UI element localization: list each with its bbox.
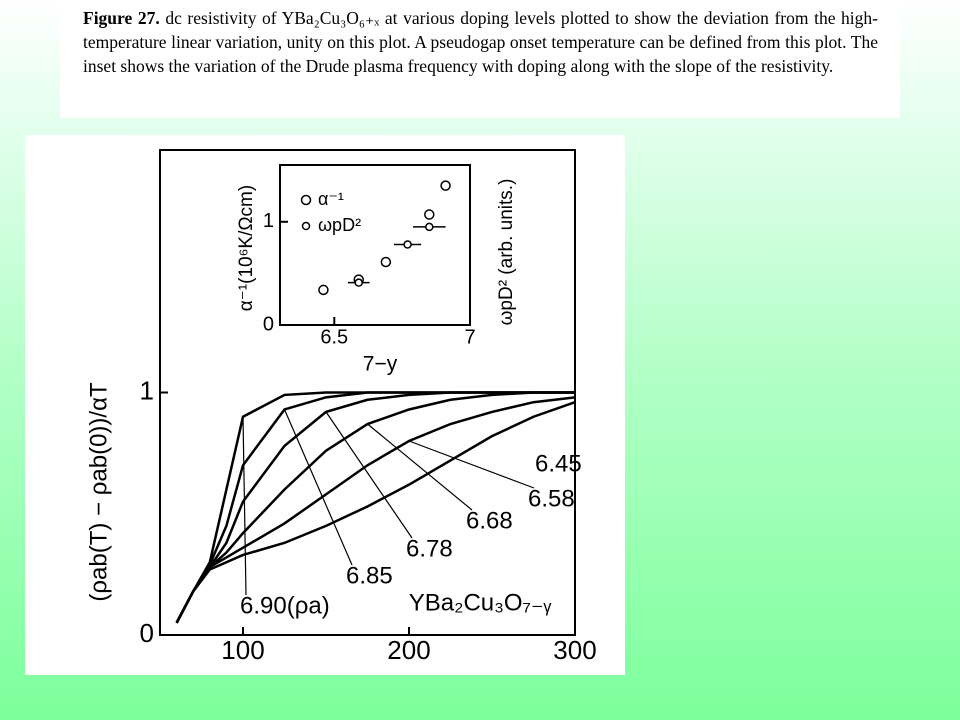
series-label: 6.78 bbox=[406, 535, 453, 562]
label-pointer bbox=[242, 416, 247, 596]
series-label: 6.58 bbox=[528, 485, 575, 512]
inset-y2-label: ωpD² (arb. units.) bbox=[496, 179, 517, 326]
series-label: 6.85 bbox=[346, 562, 393, 589]
x-tick-label: 300 bbox=[553, 635, 596, 665]
legend-label: ωpD² bbox=[318, 215, 361, 235]
y-tick-label: 0 bbox=[140, 618, 154, 648]
x-tick-label: 200 bbox=[387, 635, 430, 665]
point bbox=[425, 222, 434, 232]
label-pointer bbox=[283, 409, 353, 566]
legend-marker bbox=[301, 221, 311, 231]
inset-x-label: 7−y bbox=[363, 353, 398, 376]
y-axis-label: (ρab(T) − ρab(0))/αT bbox=[85, 382, 112, 602]
label-pointer bbox=[367, 423, 473, 511]
y-tick-label: 1 bbox=[263, 210, 274, 232]
point bbox=[440, 180, 451, 191]
series-label: 6.68 bbox=[466, 507, 513, 534]
legend-label: α⁻¹ bbox=[318, 189, 344, 209]
point bbox=[424, 209, 435, 220]
x-tick-label: 100 bbox=[221, 635, 264, 665]
annotation: YBa₂Cu₃O₇₋ᵧ bbox=[409, 589, 552, 616]
inset-y-label: α⁻¹(10⁶K/Ωcm) bbox=[236, 185, 257, 311]
label-pointer bbox=[408, 440, 535, 489]
series-label: 6.45 bbox=[535, 450, 582, 477]
caption-text: dc resistivity of YBa₂Cu₃O₆₊ₓ at various… bbox=[83, 8, 878, 76]
x-tick-label: 7 bbox=[464, 326, 475, 348]
legend-marker bbox=[300, 194, 312, 206]
point bbox=[354, 278, 363, 287]
y-tick-label: 1 bbox=[140, 375, 154, 405]
curve bbox=[175, 391, 575, 624]
caption: Figure 27. dc resistivity of YBa₂Cu₃O₆₊ₓ… bbox=[60, 0, 900, 118]
point bbox=[403, 240, 412, 249]
caption-label: Figure 27. bbox=[83, 8, 160, 28]
series-label: 6.90(ρa) bbox=[240, 592, 330, 619]
inset-frame bbox=[279, 164, 471, 326]
point bbox=[318, 284, 329, 296]
label-pointer bbox=[325, 411, 413, 539]
y-tick-label: 0 bbox=[263, 313, 274, 335]
point bbox=[380, 256, 392, 268]
x-tick-label: 6.5 bbox=[320, 326, 348, 348]
curve bbox=[175, 401, 576, 624]
